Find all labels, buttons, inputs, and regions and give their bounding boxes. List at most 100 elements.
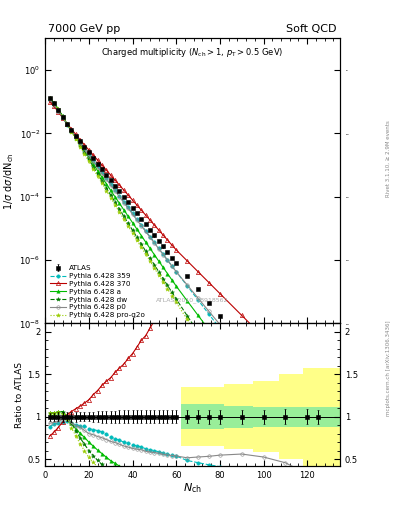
Pythia 6.428 p0 [51, 101, 56, 108]
Pythia 6.428 pro-q2o [99, 180, 104, 186]
Pythia 6.428 dw [78, 142, 83, 148]
Pythia 6.428 p0 [217, 322, 222, 328]
Pythia 6.428 pro-q2o [56, 106, 61, 112]
Pythia 6.428 a [217, 341, 222, 347]
Pythia 6.428 a [65, 121, 70, 127]
Pythia 6.428 370 [130, 197, 135, 203]
Pythia 6.428 dw [99, 178, 104, 184]
Pythia 6.428 pro-q2o [143, 251, 148, 258]
Pythia 6.428 pro-q2o [121, 216, 126, 222]
Pythia 6.428 370 [82, 142, 87, 148]
Pythia 6.428 359 [82, 145, 87, 152]
Pythia 6.428 370 [165, 237, 170, 243]
Text: Rivet 3.1.10, ≥ 2.9M events: Rivet 3.1.10, ≥ 2.9M events [386, 120, 391, 197]
Pythia 6.428 pro-q2o [126, 223, 130, 229]
Pythia 6.428 pro-q2o [139, 244, 143, 250]
Pythia 6.428 a [113, 194, 118, 200]
Pythia 6.428 dw [104, 185, 109, 191]
Pythia 6.428 359 [99, 169, 104, 175]
Pythia 6.428 pro-q2o [113, 202, 118, 208]
Pythia 6.428 dw [152, 262, 157, 268]
Pythia 6.428 359 [113, 187, 118, 193]
Pythia 6.428 a [305, 455, 310, 461]
Pythia 6.428 370 [148, 217, 152, 223]
Pythia 6.428 p0 [261, 373, 266, 379]
Pythia 6.428 370 [316, 391, 320, 397]
Pythia 6.428 359 [161, 251, 165, 257]
Pythia 6.428 p0 [130, 211, 135, 217]
Pythia 6.428 370 [99, 162, 104, 168]
Pythia 6.428 pro-q2o [69, 129, 74, 135]
Pythia 6.428 359 [95, 163, 100, 169]
Pythia 6.428 p0 [108, 182, 113, 188]
Pythia 6.428 dw [130, 227, 135, 233]
Pythia 6.428 p0 [207, 308, 211, 314]
Pythia 6.428 370 [47, 99, 52, 105]
Pythia 6.428 359 [152, 240, 157, 246]
Pythia 6.428 359 [185, 283, 189, 289]
Pythia 6.428 370 [196, 269, 200, 275]
Pythia 6.428 dw [207, 346, 211, 352]
Pythia 6.428 dw [139, 241, 143, 247]
Pythia 6.428 pro-q2o [117, 209, 122, 215]
Pythia 6.428 a [239, 370, 244, 376]
Legend: ATLAS, Pythia 6.428 359, Pythia 6.428 370, Pythia 6.428 a, Pythia 6.428 dw, Pyth: ATLAS, Pythia 6.428 359, Pythia 6.428 37… [49, 264, 146, 320]
Pythia 6.428 a [130, 220, 135, 226]
Pythia 6.428 pro-q2o [156, 272, 161, 278]
Pythia 6.428 dw [95, 170, 100, 177]
Pythia 6.428 359 [51, 102, 56, 108]
Pythia 6.428 a [207, 327, 211, 333]
Pythia 6.428 p0 [174, 269, 178, 275]
Pythia 6.428 370 [86, 147, 91, 153]
Pythia 6.428 a [196, 312, 200, 318]
Pythia 6.428 370 [139, 207, 143, 213]
Pythia 6.428 dw [185, 312, 189, 318]
Pythia 6.428 dw [239, 395, 244, 401]
Line: Pythia 6.428 370: Pythia 6.428 370 [48, 100, 320, 396]
Pythia 6.428 a [261, 398, 266, 404]
Pythia 6.428 pro-q2o [95, 173, 100, 179]
X-axis label: $N_{\mathsf{ch}}$: $N_{\mathsf{ch}}$ [183, 481, 202, 495]
Pythia 6.428 p0 [156, 246, 161, 252]
Pythia 6.428 370 [261, 334, 266, 340]
Pythia 6.428 pro-q2o [73, 136, 78, 142]
Pythia 6.428 pro-q2o [169, 292, 174, 298]
Pythia 6.428 a [165, 270, 170, 276]
Pythia 6.428 359 [73, 134, 78, 140]
Pythia 6.428 p0 [104, 176, 109, 182]
Pythia 6.428 370 [207, 280, 211, 286]
Pythia 6.428 359 [217, 325, 222, 331]
Pythia 6.428 pro-q2o [134, 237, 139, 243]
Line: Pythia 6.428 359: Pythia 6.428 359 [48, 98, 320, 452]
Pythia 6.428 a [283, 426, 288, 433]
Pythia 6.428 dw [91, 163, 95, 169]
Pythia 6.428 pro-q2o [217, 367, 222, 373]
Pythia 6.428 pro-q2o [108, 195, 113, 201]
Pythia 6.428 pro-q2o [47, 95, 52, 101]
Pythia 6.428 pro-q2o [207, 350, 211, 356]
Pythia 6.428 p0 [305, 425, 310, 431]
Pythia 6.428 dw [60, 113, 65, 119]
Pythia 6.428 370 [305, 378, 310, 384]
Pythia 6.428 359 [104, 175, 109, 181]
Pythia 6.428 dw [165, 282, 170, 288]
Pythia 6.428 359 [56, 108, 61, 114]
Pythia 6.428 a [95, 167, 100, 174]
Pythia 6.428 pro-q2o [82, 151, 87, 157]
Pythia 6.428 p0 [152, 240, 157, 246]
Line: Pythia 6.428 dw: Pythia 6.428 dw [48, 96, 320, 512]
Pythia 6.428 359 [78, 140, 83, 146]
Pythia 6.428 359 [126, 204, 130, 210]
Text: mcplots.cern.ch [arXiv:1306.3436]: mcplots.cern.ch [arXiv:1306.3436] [386, 321, 391, 416]
Pythia 6.428 359 [143, 228, 148, 234]
Pythia 6.428 pro-q2o [91, 166, 95, 172]
Pythia 6.428 359 [69, 128, 74, 134]
Pythia 6.428 a [56, 106, 61, 112]
Pythia 6.428 359 [305, 435, 310, 441]
Pythia 6.428 pro-q2o [104, 187, 109, 194]
Pythia 6.428 dw [86, 157, 91, 163]
Line: Pythia 6.428 pro-q2o: Pythia 6.428 pro-q2o [48, 96, 320, 512]
Pythia 6.428 a [78, 141, 83, 147]
Pythia 6.428 pro-q2o [174, 300, 178, 306]
Pythia 6.428 p0 [139, 223, 143, 229]
